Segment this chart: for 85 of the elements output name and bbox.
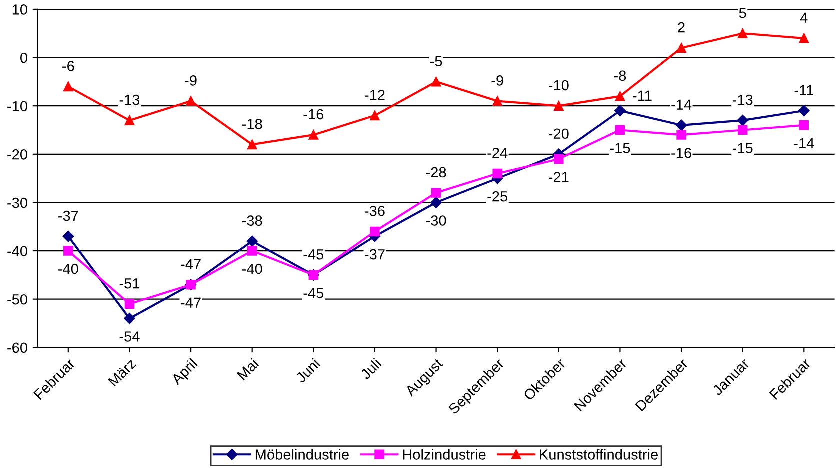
legend-label: Holzindustrie bbox=[403, 449, 486, 460]
point bbox=[492, 168, 502, 179]
data-label: -9 bbox=[492, 76, 504, 86]
x-tick-label: Mai bbox=[236, 358, 260, 381]
data-label: -38 bbox=[242, 216, 262, 226]
data-label: -45 bbox=[304, 250, 324, 260]
data-label: 2 bbox=[678, 22, 685, 33]
point bbox=[370, 110, 380, 121]
data-label: -16 bbox=[304, 109, 324, 120]
y-tick-label: -20 bbox=[8, 150, 28, 160]
data-label: -8 bbox=[614, 70, 626, 82]
point bbox=[308, 130, 319, 140]
data-label: -16 bbox=[672, 148, 692, 158]
point bbox=[430, 197, 442, 208]
point bbox=[676, 130, 686, 140]
data-label: -13 bbox=[120, 94, 140, 106]
point bbox=[676, 43, 686, 53]
y-tick-label: -60 bbox=[8, 342, 28, 354]
data-label: -40 bbox=[58, 264, 78, 274]
x-tick-label: Juli bbox=[360, 358, 382, 380]
data-label: -47 bbox=[181, 259, 201, 270]
point bbox=[431, 77, 442, 87]
data-label: -25 bbox=[488, 191, 508, 202]
legend-label: Kunststoffindustrie bbox=[540, 449, 658, 460]
data-label: -13 bbox=[732, 94, 753, 106]
point bbox=[614, 105, 626, 117]
data-label: -14 bbox=[672, 100, 692, 110]
data-label: -40 bbox=[242, 264, 262, 274]
y-tick-label: 10 bbox=[12, 4, 28, 15]
data-label: -47 bbox=[181, 298, 201, 308]
data-label: -45 bbox=[304, 288, 324, 298]
point bbox=[247, 140, 258, 150]
data-label: -14 bbox=[794, 138, 814, 148]
point bbox=[615, 92, 626, 102]
data-label: -10 bbox=[549, 80, 569, 91]
point bbox=[247, 246, 258, 256]
data-label: -9 bbox=[185, 76, 197, 86]
data-label: -37 bbox=[58, 210, 78, 222]
point bbox=[431, 188, 442, 198]
point bbox=[492, 96, 502, 106]
data-label: -11 bbox=[794, 85, 814, 96]
data-label: -12 bbox=[365, 90, 385, 100]
data-label: -15 bbox=[610, 143, 630, 154]
point bbox=[62, 230, 74, 242]
data-label: -20 bbox=[549, 128, 569, 140]
y-tick-label: 0 bbox=[20, 52, 28, 64]
data-label: -28 bbox=[426, 167, 446, 178]
point bbox=[64, 82, 74, 92]
point bbox=[124, 116, 135, 126]
data-label: -37 bbox=[365, 249, 385, 260]
data-label: -11 bbox=[633, 90, 652, 101]
point bbox=[124, 299, 135, 310]
point bbox=[738, 28, 748, 38]
data-label: -24 bbox=[488, 148, 508, 158]
point bbox=[554, 101, 564, 111]
point bbox=[738, 125, 748, 136]
x-tick-label: Juni bbox=[294, 358, 321, 384]
y-tick-label: -10 bbox=[8, 101, 28, 112]
point bbox=[798, 105, 810, 117]
y-tick-label: -50 bbox=[8, 294, 28, 305]
point bbox=[554, 154, 564, 164]
data-label: -21 bbox=[549, 172, 569, 182]
point bbox=[799, 120, 810, 130]
data-label: 5 bbox=[739, 8, 746, 18]
data-label: 4 bbox=[800, 12, 808, 23]
point bbox=[676, 120, 688, 132]
point bbox=[370, 226, 380, 237]
data-label: -54 bbox=[120, 332, 140, 342]
y-tick-label: -30 bbox=[8, 198, 28, 208]
legend-label: Möbelindustrie bbox=[256, 449, 349, 460]
data-label: -6 bbox=[62, 61, 74, 72]
point bbox=[799, 34, 810, 44]
point bbox=[186, 96, 196, 106]
data-label: -36 bbox=[365, 206, 385, 216]
data-label: -5 bbox=[430, 56, 442, 67]
data-label: -15 bbox=[732, 143, 753, 154]
data-label: -30 bbox=[426, 216, 446, 226]
point bbox=[615, 125, 626, 136]
point bbox=[246, 236, 258, 247]
point bbox=[737, 114, 748, 126]
point bbox=[124, 313, 136, 324]
y-tick-label: -40 bbox=[8, 246, 28, 256]
data-label: -51 bbox=[120, 278, 140, 289]
data-label: -18 bbox=[242, 119, 262, 130]
point bbox=[64, 246, 74, 256]
